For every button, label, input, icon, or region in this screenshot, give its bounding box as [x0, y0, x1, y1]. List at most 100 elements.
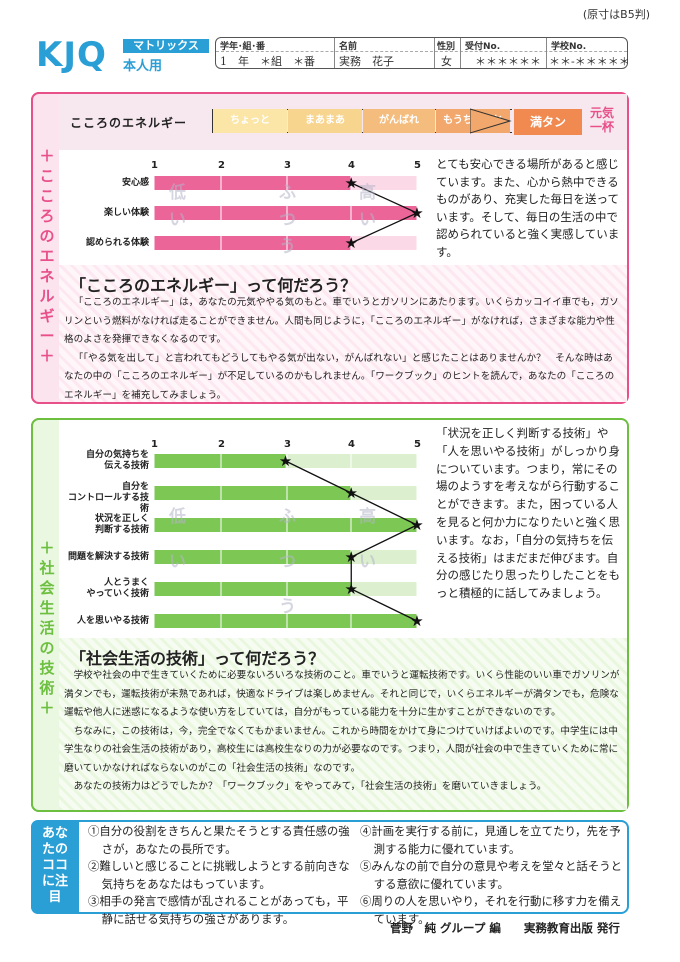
chart-point-star: ★	[410, 516, 423, 534]
kokoro-energy-chart: ★ ★ ★	[153, 170, 424, 252]
energy-bar-label: こころのエネルギー	[70, 116, 188, 130]
chart-bar	[154, 486, 352, 500]
info-school-value: ＊＊-＊＊＊＊＊	[549, 55, 630, 68]
chart-row-label-line: 伝える技術	[104, 461, 149, 471]
chart-tick-label: 1	[151, 160, 158, 171]
page-size-note: (原寸はB5判)	[582, 8, 650, 21]
chart-line	[350, 182, 419, 244]
info-name-label: 名前	[339, 42, 358, 52]
chart-bar	[154, 582, 352, 596]
kokoro-energy-explain-body: 「こころのエネルギー」は，あなたの元気ややる気のもと。車でいうとガソリンにあたり…	[64, 294, 622, 405]
highlight-points-left: ①自分の役割をきちんと果たそうとする責任感の強さが，あなたの長所です。 ②難しい…	[88, 823, 353, 928]
chart-row-label: 人を思いやる技術	[63, 616, 149, 627]
side-title-chars: に注	[41, 874, 68, 889]
kjq-logo: KJQ	[36, 35, 107, 75]
chart-row-label-line: 人とうまく	[103, 578, 149, 588]
side-title-char: エ	[39, 247, 55, 265]
highlight-point: ①自分の役割をきちんと果たそうとする責任感の強さが，あなたの長所です。	[88, 824, 350, 856]
chart-bar	[154, 176, 352, 190]
chart-tick-label: 1	[151, 439, 158, 450]
side-title-char: ＋	[39, 147, 55, 165]
social-skills-explain-body: 学校や社会の中で生きていくために必要ないろいろな技術のこと。車でいうと運転技術で…	[64, 667, 622, 797]
side-title-char: 術	[39, 679, 55, 697]
social-skills-chart-labels: 1 2 3 4 5 低い ふつう 高い 自分の気持ちを 伝える技術 自分を コントロールする技術 状況を…	[59, 420, 431, 638]
social-skills-side-title: ＋ 社会生活の技術 ＋	[38, 538, 56, 718]
chart-tick-label: 2	[218, 160, 225, 171]
highlight-sidebar: あな たの ココ に注目	[31, 820, 79, 914]
chart-tick-label: 3	[284, 160, 291, 171]
side-title-chars: たの	[41, 842, 68, 857]
explain-paragraph: あなたの技術力はどうでしたか？「ワークブック」をやってみて，「社会生活の技術」を…	[73, 781, 547, 792]
side-title-char: ＋	[39, 539, 55, 557]
info-name: 名前 実務 花子	[334, 38, 434, 68]
chart-point-star: ★	[345, 234, 358, 252]
chart-band-label: う	[279, 597, 296, 617]
chart-point-star: ★	[345, 484, 358, 502]
side-title-chars: 目	[48, 890, 62, 905]
chart-row-label-line: 安心感	[121, 177, 149, 188]
chart-row-label-line: やっていく技術	[86, 589, 149, 599]
highlight-point: ④計画を実行する前に，見通しを立てたり，先を予測する能力に優れています。	[360, 824, 621, 856]
chart-tick-label: 5	[414, 439, 421, 450]
energy-step-2: まあまあ	[288, 109, 362, 133]
side-title-char: ＋	[39, 347, 55, 365]
energy-arrow-head	[470, 108, 512, 134]
chart-tick-label: 2	[218, 439, 225, 450]
chart-row-label: 安心感	[63, 178, 149, 189]
info-sex-label: 性別	[437, 42, 456, 52]
chart-band-label: い	[169, 210, 186, 230]
kokoro-energy-explain-area	[59, 265, 627, 402]
info-reception-value: ＊＊＊＊＊＊	[475, 55, 541, 68]
chart-tick-label: 4	[348, 160, 355, 171]
chart-point-star: ★	[345, 580, 358, 598]
side-title-char: の	[39, 227, 55, 245]
kokoro-energy-side-title: ＋ こころのエネルギー ＋	[38, 146, 56, 366]
chart-row-label-line: 問題を解決する技術	[67, 551, 149, 562]
chart-bar	[154, 236, 352, 250]
energy-step-3: がんばれ	[363, 109, 435, 133]
chart-point-star: ★	[410, 612, 423, 630]
social-skills-chart: ★ ★ ★ ★ ★ ★	[153, 449, 424, 630]
side-title-char: 活	[39, 619, 55, 637]
highlight-point: ③相手の発言で感情が乱されることがあっても，平静に話せる気持ちの強さがあります。	[88, 894, 349, 926]
chart-band-label: い	[359, 552, 376, 572]
explain-paragraph: ちなみに，この技術は，今，完全でなくてもかまいません。これから時間をかけて身につ…	[64, 725, 619, 774]
chart-band-label: 低	[169, 507, 186, 527]
explain-paragraph: 「こころのエネルギー」は，あなたの元気ややる気のもと。車でいうとガソリンにあたり…	[64, 297, 619, 345]
info-sex-value: 女	[441, 55, 452, 68]
chart-band-label: ふ	[279, 507, 296, 527]
chart-row-label: 問題を解決する技術	[63, 552, 149, 563]
side-title-char: 生	[39, 599, 55, 617]
chart-tick-label: 5	[414, 160, 421, 171]
chart-bar	[154, 550, 352, 564]
energy-step-full: 満タン	[514, 109, 582, 135]
chart-tick-label: 4	[348, 439, 355, 450]
side-title-char: こ	[39, 187, 55, 205]
kokoro-energy-sidebar: ＋ こころのエネルギー ＋	[31, 92, 59, 404]
energy-max-line: 元気	[590, 106, 615, 120]
student-info-table: 学年･組･番 1 年 ＊組 ＊番 名前 実務 花子 性別 女 受付No. ＊＊＊…	[215, 37, 630, 69]
highlight-points-right: ④計画を実行する前に，見通しを立てたり，先を予測する能力に優れています。 ⑤みん…	[360, 823, 625, 928]
side-title-char: ＋	[39, 699, 55, 717]
side-title-char: ろ	[39, 207, 55, 225]
kokoro-energy-comment: とても安心できる場所があると感じています。また、心から熱中できるものがあり、充実…	[436, 157, 620, 259]
chart-row-label: 自分の気持ちを 伝える技術	[63, 450, 149, 472]
chart-band-label: い	[359, 210, 376, 230]
side-title-char: ー	[39, 327, 55, 345]
info-reception-no: 受付No. ＊＊＊＊＊＊	[460, 38, 546, 68]
chart-band-label: い	[169, 552, 186, 572]
side-title-char: 社	[39, 559, 55, 577]
brand-subtitle: 本人用	[123, 59, 163, 74]
kokoro-energy-chart-labels: 1 2 3 4 5 低い ふつう 高い 安心感 楽しい体験 認められる体験	[59, 150, 431, 265]
info-grade-value: 1 年 ＊組 ＊番	[220, 55, 315, 68]
social-skills-explain-title: 「社会生活の技術」って何だろう？	[70, 649, 325, 668]
chart-band-label: う	[279, 237, 296, 257]
energy-max-line: 一杯	[590, 120, 615, 134]
chart-row-label-line: 判断する技術	[94, 525, 149, 535]
chart-row-label-line: 自分を	[121, 482, 149, 492]
publisher-footer: 菅野 純 グループ 編 実務教育出版 発行	[390, 921, 620, 935]
chart-row-label: 認められる体験	[63, 238, 149, 249]
chart-band-label: つ	[279, 210, 296, 230]
chart-bar	[154, 454, 286, 468]
side-title-char: の	[39, 639, 55, 657]
